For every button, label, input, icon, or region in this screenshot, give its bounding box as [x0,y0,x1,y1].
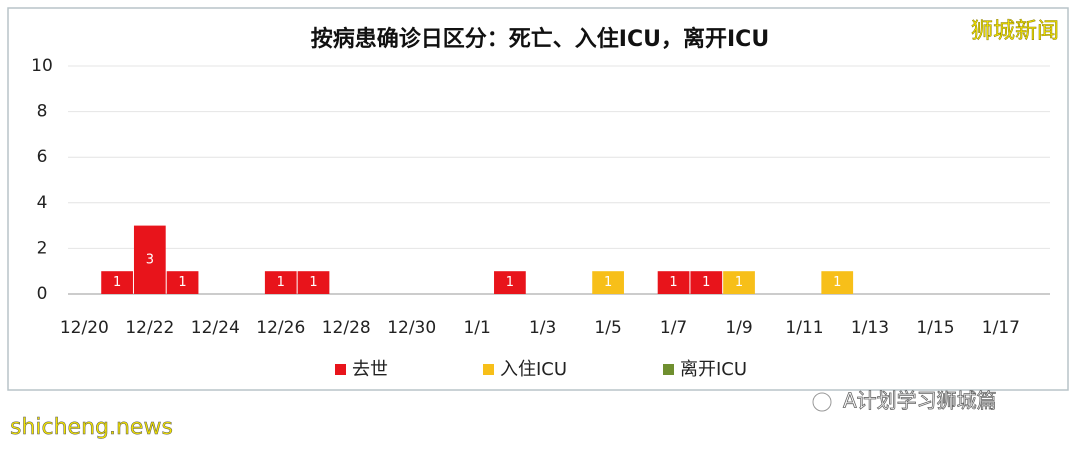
x-tick-label: 1/13 [851,318,889,338]
watermark: A计划学习狮城篇 [843,389,997,413]
bar [723,271,755,294]
bar [592,271,624,294]
bar [657,271,690,294]
x-tick-label: 12/28 [322,318,371,338]
data-label: 1 [833,275,841,290]
data-label: 1 [669,275,677,290]
chart-frame [7,7,1069,391]
x-tick-label: 12/20 [60,318,109,338]
bar [133,225,166,294]
bar [101,271,133,294]
watermark: 狮城新闻 [971,19,1059,44]
legend-swatch [663,364,674,375]
y-tick-label: 4 [37,193,48,213]
y-tick-label: 10 [31,56,53,76]
legend-label: 去世 [352,359,388,380]
x-tick-label: 12/26 [256,318,305,338]
bar [297,271,330,294]
data-label: 1 [277,275,285,290]
y-tick-label: 2 [37,238,48,258]
x-tick-label: 1/1 [463,318,490,338]
y-tick-label: 6 [37,147,48,167]
y-tick-label: 8 [37,102,48,122]
legend-swatch [483,364,494,375]
data-label: 1 [735,275,743,290]
data-label: 1 [702,275,710,290]
bar [821,271,854,294]
legend-swatch [335,364,346,375]
bar [494,271,526,294]
y-tick-label: 0 [37,284,48,304]
x-tick-label: 1/7 [660,318,687,338]
x-tick-label: 12/30 [387,318,436,338]
x-tick-label: 1/5 [594,318,621,338]
data-label: 1 [604,275,612,290]
x-tick-label: 1/11 [785,318,823,338]
bar [690,271,723,294]
data-label: 1 [506,275,514,290]
legend-label: 离开ICU [680,359,747,380]
x-tick-label: 12/22 [125,318,174,338]
bar [264,271,297,294]
chart-title: 按病患确诊日区分：死亡、入住ICU，离开ICU [311,26,769,52]
watermark: shicheng.news [10,415,173,440]
data-label: 1 [309,275,317,290]
x-tick-label: 12/24 [191,318,240,338]
data-label: 1 [113,275,121,290]
wechat-icon [812,392,832,412]
bar [166,271,199,294]
x-tick-label: 1/9 [725,318,752,338]
legend-label: 入住ICU [500,359,567,380]
data-label: 3 [146,252,154,267]
x-tick-label: 1/15 [916,318,954,338]
x-tick-label: 1/17 [982,318,1020,338]
data-label: 1 [178,275,186,290]
x-tick-label: 1/3 [529,318,556,338]
